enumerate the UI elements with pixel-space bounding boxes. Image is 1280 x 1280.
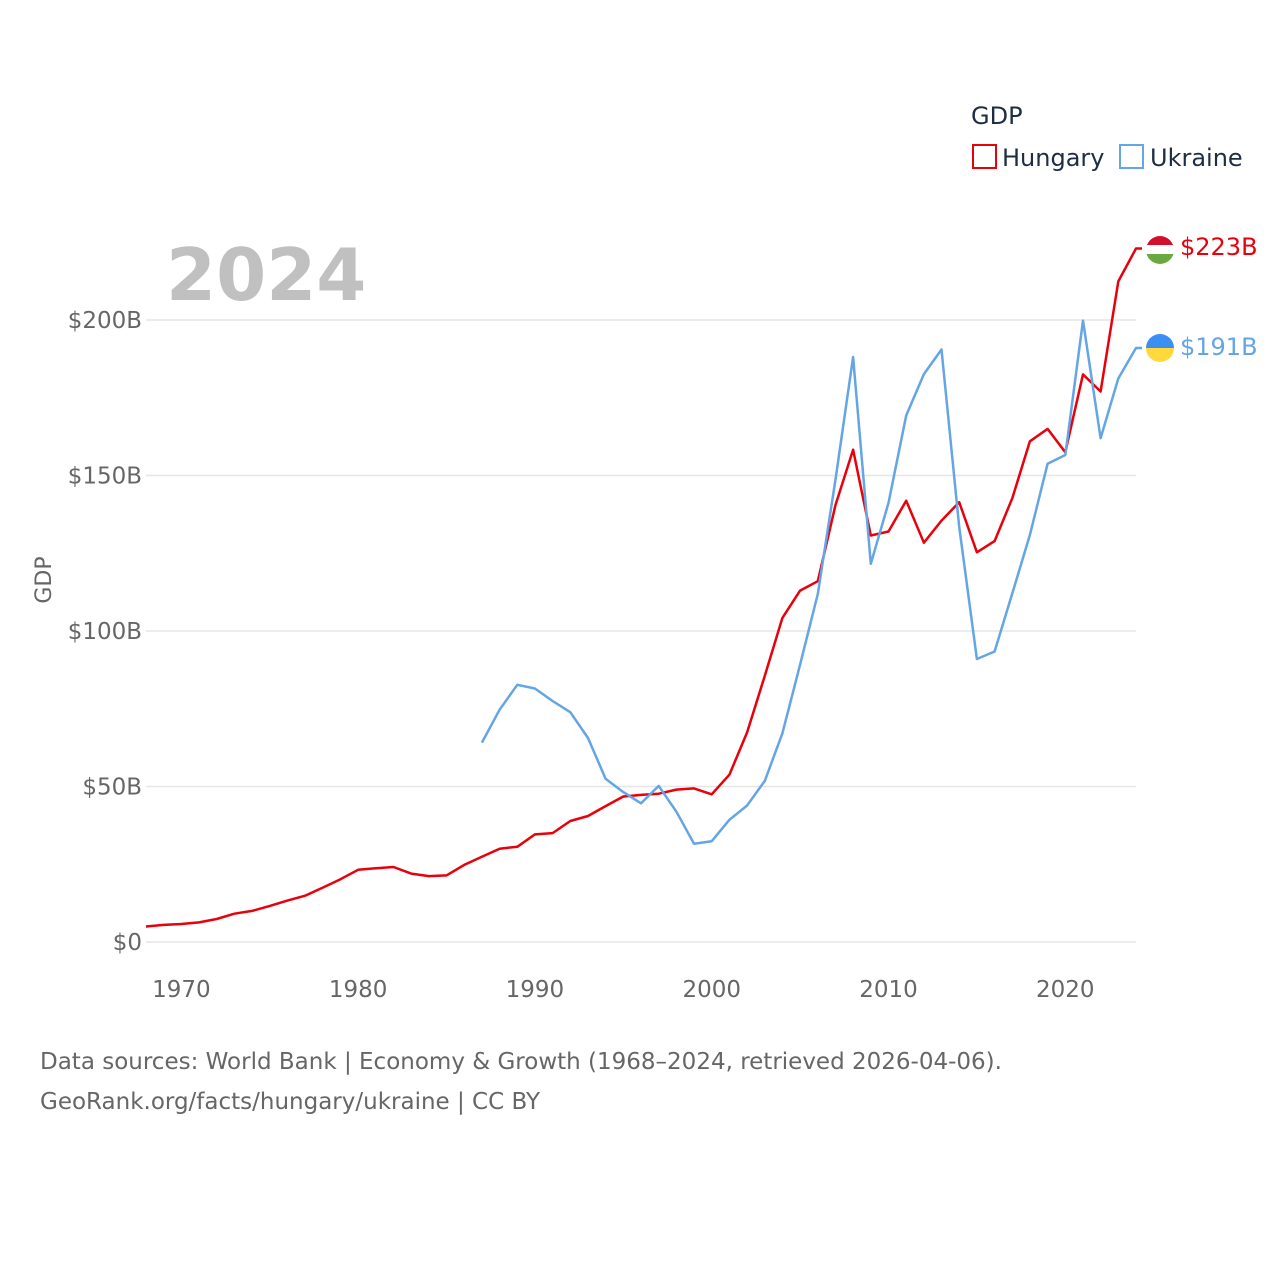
y-tick-label: $50B: [82, 775, 142, 801]
source-line-1: Data sources: World Bank | Economy & Gro…: [40, 1049, 1002, 1075]
y-axis-label: GDP: [32, 556, 57, 603]
legend-label-hungary[interactable]: Hungary: [1002, 144, 1104, 172]
end-label-hungary: $223B: [1180, 233, 1258, 261]
legend: GDP Hungary Ukraine: [971, 102, 1243, 172]
y-axis-ticks: $0 $50B $100B $150B $200B: [68, 308, 142, 956]
ukraine-flag-icon: [1146, 334, 1174, 362]
x-tick-label: 2000: [682, 977, 741, 1003]
x-tick-label: 1980: [329, 977, 388, 1003]
source-line-2[interactable]: GeoRank.org/facts/hungary/ukraine | CC B…: [40, 1089, 541, 1115]
x-tick-label: 1970: [152, 977, 211, 1003]
series-line-hungary[interactable]: [145, 247, 1142, 928]
series-line-ukraine[interactable]: [480, 319, 1142, 845]
y-gridlines: [146, 319, 1136, 943]
x-tick-label: 2020: [1036, 977, 1095, 1003]
legend-title: GDP: [971, 102, 1023, 130]
legend-swatch-hungary[interactable]: [972, 144, 997, 169]
y-tick-label: $200B: [68, 308, 142, 334]
y-tick-label: $0: [113, 930, 142, 956]
end-label-hungary-group: $223B: [1146, 233, 1258, 264]
y-tick-label: $150B: [68, 464, 142, 490]
legend-swatch-ukraine[interactable]: [1119, 144, 1144, 169]
source-note: Data sources: World Bank | Economy & Gro…: [40, 1042, 1002, 1122]
x-axis-ticks: 1970 1980 1990 2000 2010 2020: [152, 977, 1094, 1003]
x-tick-label: 1990: [506, 977, 565, 1003]
legend-label-ukraine[interactable]: Ukraine: [1150, 144, 1243, 172]
end-label-ukraine: $191B: [1180, 333, 1258, 361]
end-label-ukraine-group: $191B: [1146, 333, 1258, 362]
x-tick-label: 2010: [859, 977, 918, 1003]
y-tick-label: $100B: [68, 619, 142, 645]
hungary-flag-icon: [1146, 236, 1174, 264]
series-lines: [145, 247, 1142, 928]
year-label: 2024: [166, 233, 366, 317]
